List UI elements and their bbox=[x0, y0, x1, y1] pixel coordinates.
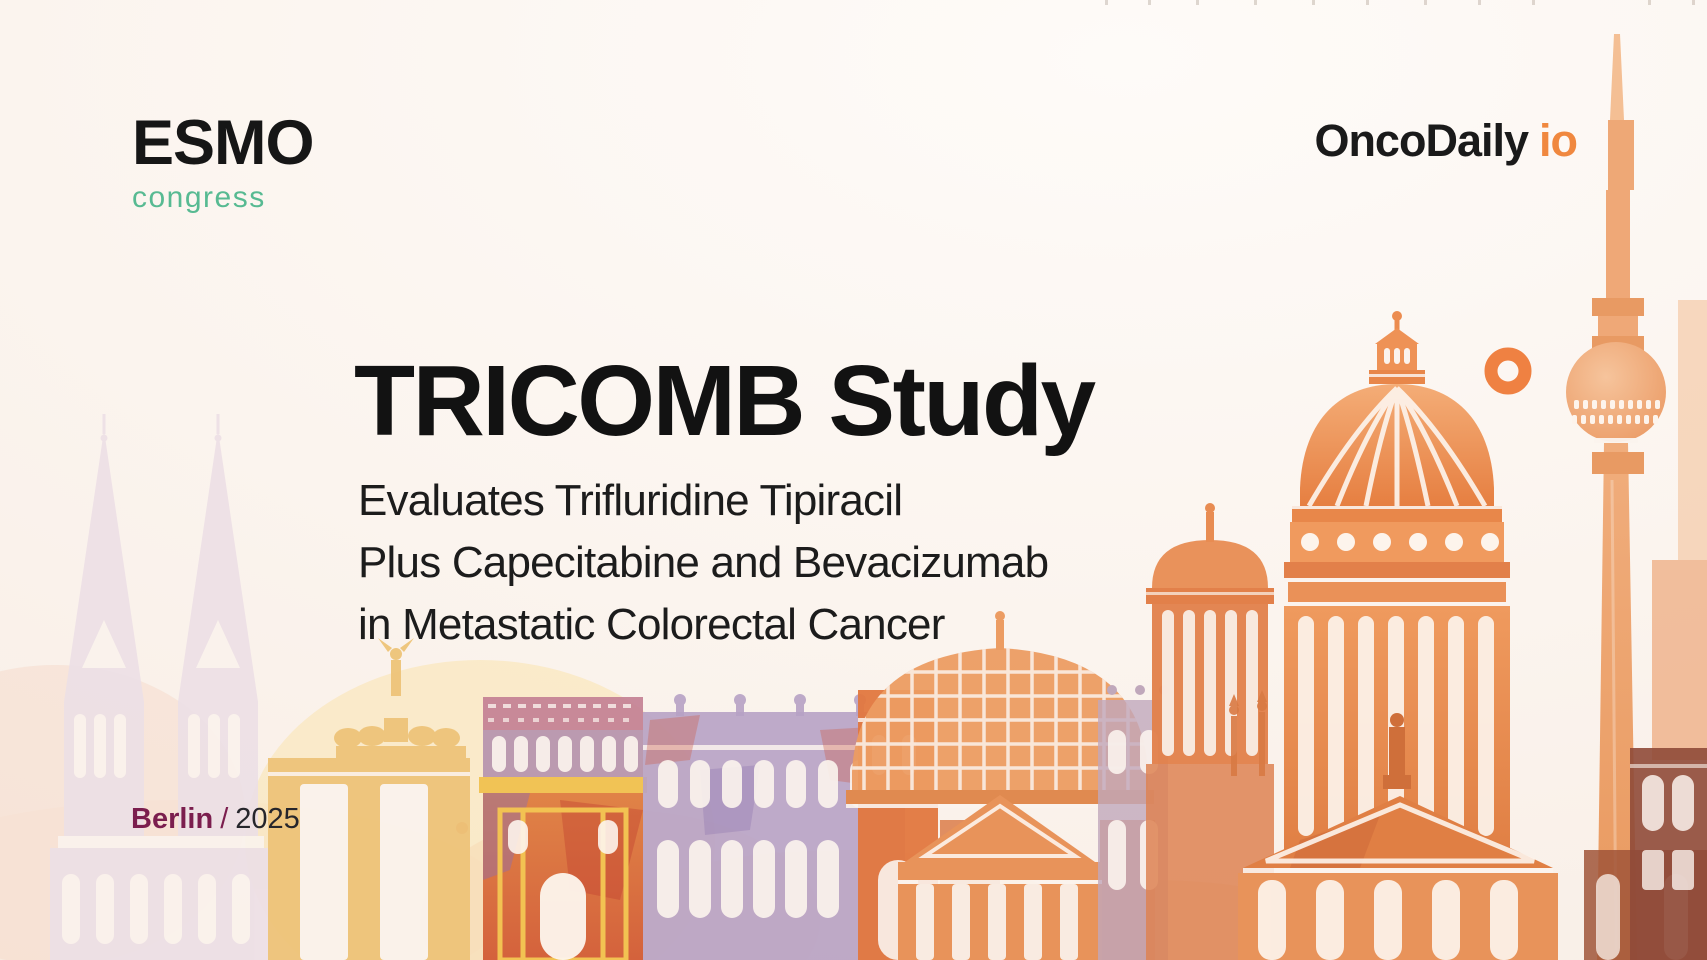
brandenburg-gate-quadriga bbox=[268, 638, 470, 960]
esmo-congress-label: congress bbox=[132, 181, 266, 214]
year-label: 2025 bbox=[235, 803, 300, 835]
city-label: Berlin bbox=[131, 803, 214, 835]
event-location-year: Berlin/2025 bbox=[131, 801, 300, 837]
orange-ring-mark bbox=[1484, 347, 1532, 395]
gendarmenmarkt-cathedral-dome bbox=[1238, 311, 1558, 960]
separator-slash: / bbox=[220, 803, 229, 835]
subtitle-line-2: Plus Capecitabine and Bevacizumab bbox=[358, 538, 1049, 587]
subtitle-line-1: Evaluates Trifluridine Tipiracil bbox=[358, 476, 903, 525]
oncodaily-io-suffix: io bbox=[1539, 115, 1578, 166]
secondary-colonnade-tower bbox=[1098, 503, 1295, 960]
esmo-wordmark: ESMO bbox=[132, 108, 315, 178]
subtitle-line-3: in Metastatic Colorectal Cancer bbox=[358, 600, 945, 649]
page-title: TRICOMB Study bbox=[354, 345, 1096, 457]
oncodaily-wordmark: OncoDaily bbox=[1314, 115, 1529, 166]
esmo-congress-logo: ESMO congress bbox=[132, 108, 315, 214]
oncodaily-logo: OncoDaily io bbox=[1314, 115, 1578, 166]
study-subtitle: Evaluates Trifluridine Tipiracil Plus Ca… bbox=[358, 470, 1049, 656]
rotes-rathaus-tower bbox=[479, 697, 647, 960]
kaiser-wilhelm-church-spires bbox=[50, 414, 270, 960]
top-edge-ticks bbox=[1105, 0, 1695, 5]
berlin-tv-tower bbox=[1566, 34, 1666, 960]
right-edge-buildings bbox=[1584, 300, 1707, 960]
